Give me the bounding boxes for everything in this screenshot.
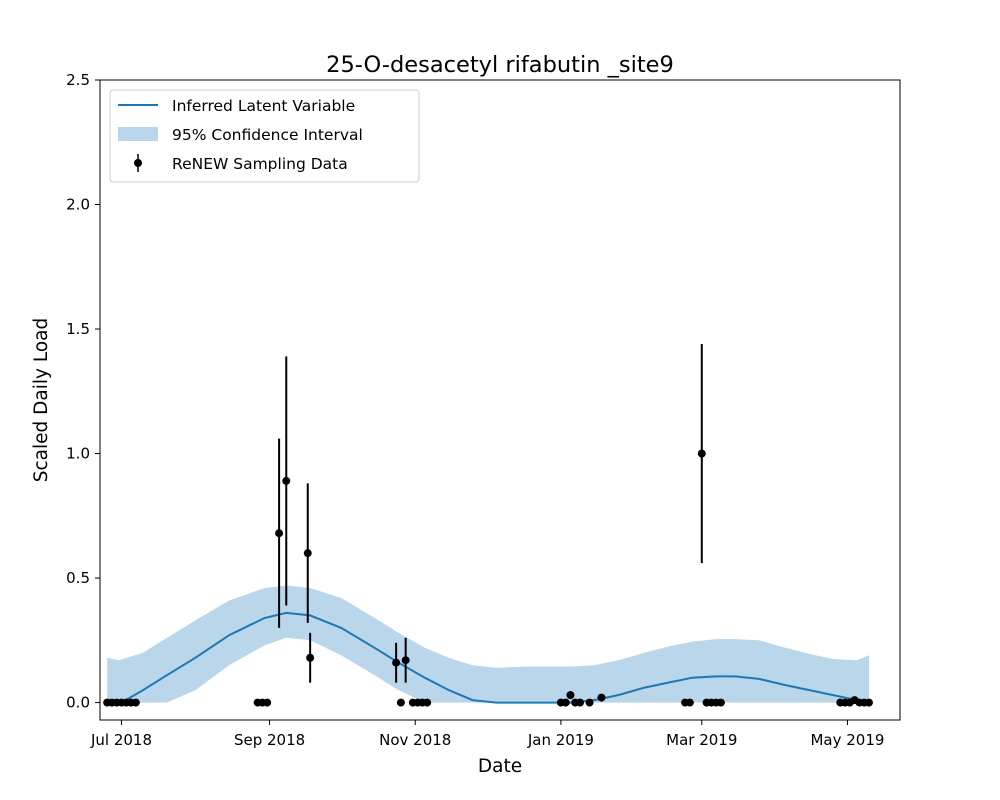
plot-area (103, 343, 873, 707)
data-point (561, 698, 570, 707)
x-tick-label: Mar 2019 (666, 731, 737, 749)
data-point (396, 698, 405, 707)
data-point (566, 691, 575, 700)
data-point (685, 698, 694, 707)
data-point (401, 656, 410, 665)
y-tick-label: 0.0 (66, 694, 90, 712)
legend-band-swatch (118, 127, 158, 141)
y-tick-label: 1.5 (66, 320, 90, 338)
data-point (423, 698, 432, 707)
data-point (306, 653, 315, 662)
data-point (131, 698, 140, 707)
x-tick-label: Sep 2018 (234, 731, 305, 749)
y-axis: 0.0 0.5 1.0 1.5 2.0 2.5 (66, 71, 100, 712)
chart-title: 25-O-desacetyl rifabutin _site9 (326, 52, 674, 78)
data-point (282, 476, 291, 485)
x-axis-label: Date (478, 756, 522, 777)
legend-label-samples: ReNEW Sampling Data (172, 155, 348, 173)
x-tick-label: Jul 2018 (90, 731, 152, 749)
data-point (716, 698, 725, 707)
legend-label-ci: 95% Confidence Interval (172, 126, 363, 144)
y-tick-label: 2.0 (66, 196, 90, 214)
data-point (263, 698, 272, 707)
data-point (697, 449, 706, 458)
x-tick-label: Jan 2019 (527, 731, 594, 749)
y-axis-label: Scaled Daily Load (31, 318, 52, 482)
x-tick-label: Nov 2018 (379, 731, 451, 749)
legend-point-swatch (134, 159, 142, 167)
y-tick-label: 1.0 (66, 445, 90, 463)
y-tick-label: 0.5 (66, 569, 90, 587)
data-point (597, 693, 606, 702)
legend-frame (109, 89, 420, 183)
legend: Inferred Latent Variable 95% Confidence … (109, 89, 420, 183)
latent-line (107, 611, 870, 707)
data-point (864, 698, 873, 707)
legend-label-latent: Inferred Latent Variable (172, 97, 355, 115)
x-axis: Jul 2018 Sep 2018 Nov 2018 Jan 2019 Mar 2019… (90, 720, 884, 749)
data-point (576, 698, 584, 707)
data-point (275, 529, 284, 538)
data-point (392, 658, 401, 667)
data-point (585, 698, 594, 707)
axes-frame (99, 79, 901, 721)
x-tick-label: May 2019 (810, 731, 884, 749)
data-point (303, 549, 312, 558)
y-tick-label: 2.5 (66, 71, 90, 89)
